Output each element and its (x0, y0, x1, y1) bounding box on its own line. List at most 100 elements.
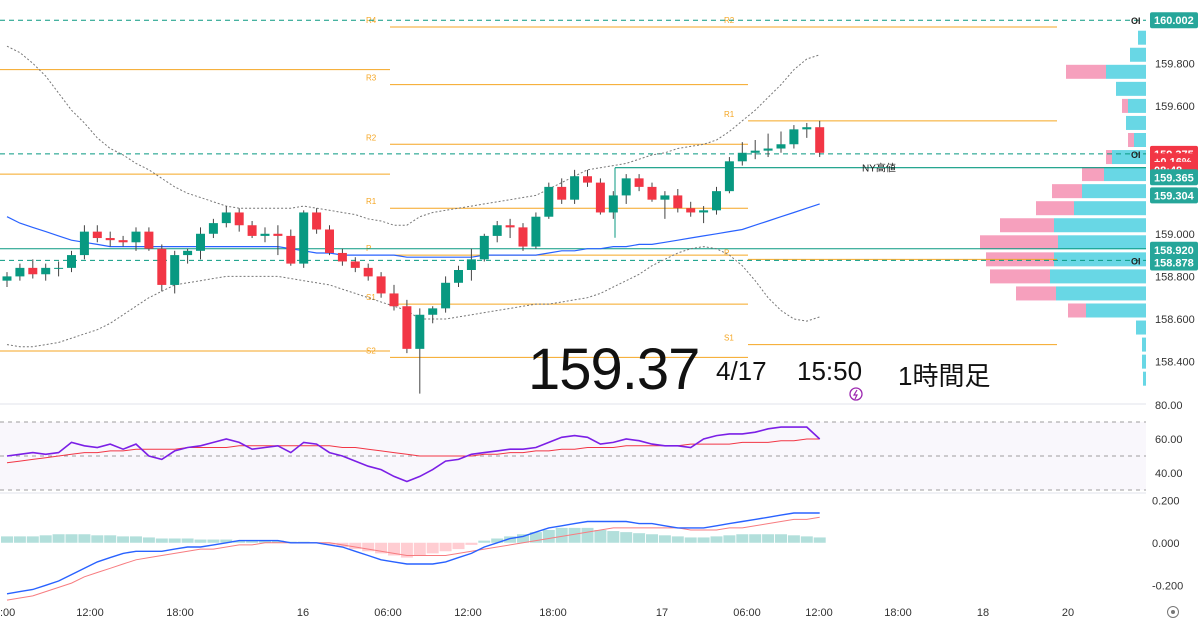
macd-histogram-bar (671, 536, 684, 543)
candle-body (402, 306, 412, 349)
price-label-tag (1150, 254, 1198, 271)
macd-histogram-bar (246, 540, 259, 543)
macd-tick-label: -0.200 (1152, 580, 1183, 592)
time-tick-label: 18:00 (539, 607, 567, 619)
candle-body (492, 225, 502, 236)
macd-histogram-bar (400, 542, 413, 558)
volume-profile-bar (1134, 133, 1146, 147)
time-tick-label: 16 (297, 607, 309, 619)
candle-body (673, 195, 683, 209)
time-tick-label: 17 (656, 607, 668, 619)
candle-body (570, 176, 580, 200)
candle-body (208, 223, 218, 234)
candle-body (428, 308, 438, 315)
candle-body (221, 212, 231, 224)
macd-histogram-bar (220, 539, 233, 543)
volume-profile-bar (1142, 354, 1146, 369)
candle-body (763, 148, 773, 151)
macd-histogram-bar (710, 536, 723, 543)
macd-histogram-bar (181, 538, 194, 543)
candle-body (363, 267, 373, 277)
candle-body (712, 191, 721, 211)
time-display: 15:50 (797, 356, 863, 386)
volume-profile-bar (1036, 201, 1074, 216)
candle-body (789, 129, 799, 145)
macd-histogram-bar (646, 534, 658, 543)
candle-body (183, 250, 193, 256)
time-tick-label: :00 (0, 607, 15, 619)
rsi-tick-label: 60.00 (1155, 434, 1183, 446)
candle-body (557, 186, 567, 200)
rsi-tick-label: 80.00 (1155, 400, 1183, 412)
candle-body (621, 178, 631, 196)
price-tick-label: 158.800 (1155, 271, 1195, 283)
candle-body (454, 270, 463, 283)
candle-body (737, 152, 747, 162)
macd-line (6, 512, 820, 595)
macd-histogram-bar (39, 535, 52, 543)
macd-histogram-bar (78, 534, 91, 543)
volume-profile-bar (1116, 81, 1146, 96)
volume-profile-bar (1128, 133, 1134, 147)
macd-histogram-bar (465, 542, 478, 545)
candle-body (479, 235, 489, 260)
volume-profile-bar (980, 235, 1058, 250)
macd-histogram-bar (491, 538, 504, 543)
price-tick-label: 158.600 (1155, 314, 1195, 326)
macd-histogram-bar (607, 531, 620, 543)
candle-body (518, 227, 528, 247)
macd-histogram-bar (130, 536, 142, 543)
candle-body (79, 231, 89, 256)
macd-histogram-bar (504, 536, 517, 543)
macd-tick-label: 0.200 (1152, 495, 1180, 507)
candle-body (686, 208, 696, 213)
candle-body (273, 233, 283, 236)
macd-histogram-bar (684, 537, 697, 543)
candle-body (325, 229, 334, 253)
macd-histogram-bar (1, 536, 13, 543)
bollinger-upper (6, 45, 820, 226)
price-axis-background (1146, 0, 1200, 630)
candle-body (41, 267, 51, 275)
macd-signal-line (6, 516, 820, 601)
settings-gear-icon[interactable] (1167, 606, 1179, 618)
volume-profile-bar (1106, 150, 1112, 165)
volume-profile-bar (1112, 150, 1146, 165)
lightning-icon (849, 387, 863, 401)
time-tick-label: 18:00 (166, 607, 194, 619)
oi-label: OI (1131, 256, 1141, 266)
candle-body (299, 212, 309, 264)
macd-histogram-bar (26, 536, 39, 543)
macd-histogram-bar (65, 534, 78, 543)
macd-histogram-bar (104, 535, 117, 543)
volume-profile-bar (1128, 98, 1146, 113)
macd-histogram-bar (697, 537, 710, 543)
candle-body (247, 225, 257, 236)
macd-histogram-bar (349, 542, 362, 550)
volume-profile-bar (1082, 184, 1146, 199)
volume-profile-bar (1104, 167, 1146, 182)
pivot-label: S1 (366, 293, 376, 302)
macd-histogram-bar (13, 536, 26, 543)
candle-body (312, 212, 322, 230)
time-tick-label: 20 (1062, 607, 1074, 619)
candles (2, 120, 825, 394)
macd-histogram-bar (529, 532, 542, 543)
pivot-label: S1 (724, 334, 734, 343)
candle-body (260, 233, 270, 236)
pivot-label: R3 (366, 74, 377, 83)
macd-histogram-bar (413, 542, 426, 556)
time-tick-label: 18:00 (884, 607, 912, 619)
macd-histogram-bar (233, 540, 246, 543)
macd-histogram-bar (542, 530, 555, 543)
macd-histogram-bar (91, 535, 104, 543)
volume-profile-bar (1058, 235, 1146, 250)
candle-body (131, 231, 141, 243)
time-axis: :00 12:00 18:00 16 06:00 12:00 18:00 17 06:00 12:… (0, 607, 1074, 619)
price-tick-label: 159.600 (1155, 101, 1195, 113)
macd-histogram-bar (581, 527, 594, 543)
candle-body (505, 225, 515, 228)
macd-histogram-bar (723, 535, 736, 543)
candle-body (660, 195, 670, 200)
